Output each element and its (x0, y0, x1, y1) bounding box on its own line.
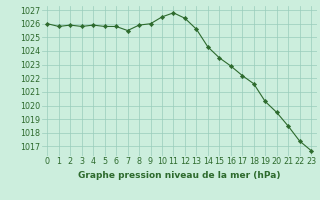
X-axis label: Graphe pression niveau de la mer (hPa): Graphe pression niveau de la mer (hPa) (78, 171, 280, 180)
